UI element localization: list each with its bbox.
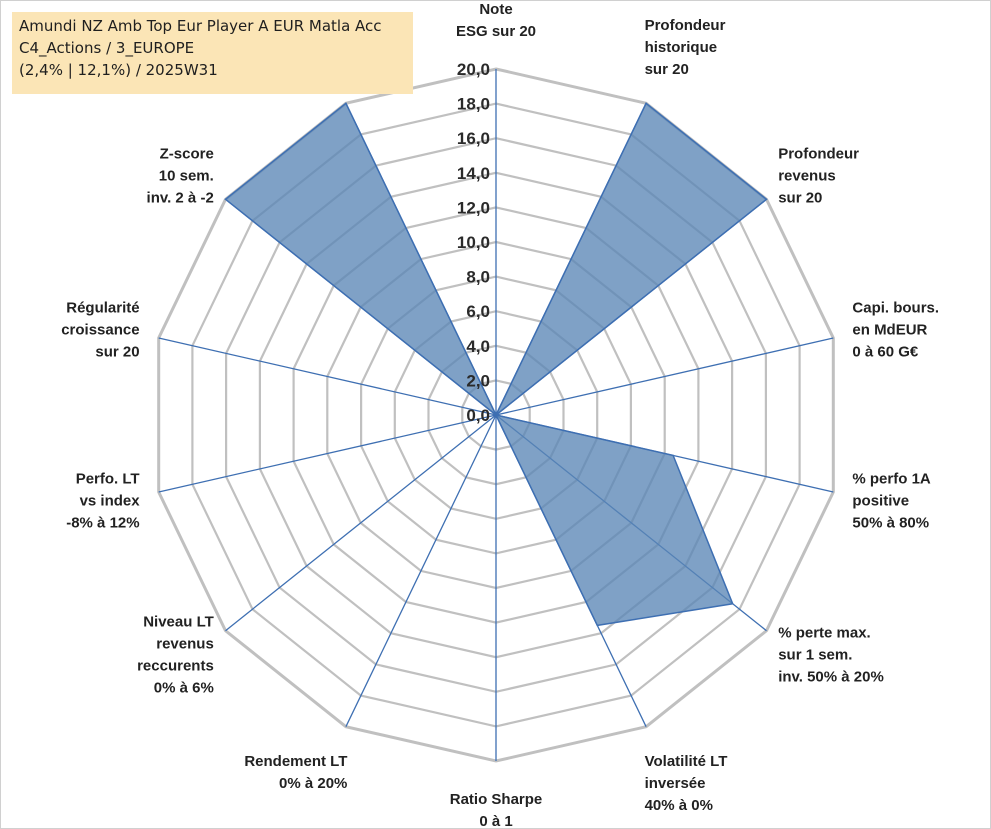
axis-label-line: -8% à 12% <box>66 514 139 531</box>
axis-label-line: % perte max. <box>778 624 871 641</box>
axis-label-line: Régularité <box>66 300 139 317</box>
tick-label: 8,0 <box>466 268 490 287</box>
axis-spoke <box>225 414 497 632</box>
axis-label-line: 10 sem. <box>159 168 214 185</box>
axis-label: % perte max. sur 1 sem. inv. 50% à 20% <box>778 624 884 685</box>
axis-label-line: 0% à 6% <box>154 679 214 696</box>
axis-label-line: % perfo 1A <box>852 470 931 487</box>
axis-label: Volatilité LT inversée 40% à 0% <box>645 753 728 814</box>
axis-spoke <box>158 337 497 416</box>
title-fund-name: Amundi NZ Amb Top Eur Player A EUR Matla… <box>19 17 382 35</box>
axis-label-line: Profondeur <box>778 146 859 163</box>
axis-label-line: Z-score <box>160 146 214 163</box>
tick-label: 6,0 <box>466 302 490 321</box>
tick-label: 10,0 <box>457 233 490 252</box>
axis-label: Ratio Sharpe 0 à 1 <box>450 791 543 829</box>
axis-label-line: Rendement LT <box>244 753 347 770</box>
tick-label: 4,0 <box>466 337 490 356</box>
axis-label-line: positive <box>852 492 909 509</box>
axis-label-line: 50% à 80% <box>852 514 929 531</box>
axis-label-line: Perfo. LT <box>76 470 140 487</box>
axis-label: Niveau LT revenus reccurents 0% à 6% <box>137 613 214 696</box>
axis-label-line: inversée <box>645 775 706 792</box>
axis-label-line: revenus <box>156 635 214 652</box>
radar-series <box>224 102 768 627</box>
axis-spoke <box>345 414 497 727</box>
axis-label-line: Profondeur <box>645 17 726 34</box>
title-category: C4_Actions / 3_EUROPE <box>19 39 195 57</box>
axis-label-line: revenus <box>778 168 836 185</box>
axis-label-line: vs index <box>80 492 141 509</box>
tick-label: 16,0 <box>457 129 490 148</box>
axis-label: Régularité croissance sur 20 <box>61 300 139 361</box>
axis-label: Note ESG sur 20 <box>456 1 536 40</box>
axis-label-line: ESG sur 20 <box>456 23 536 40</box>
axis-label-line: sur 20 <box>778 190 822 207</box>
tick-label: 20,0 <box>457 60 490 79</box>
radial-tick-labels: 0,0 2,0 4,0 6,0 8,0 10,0 12,0 14,0 16,0 18,0 20,0 <box>457 60 490 425</box>
tick-label: 18,0 <box>457 95 490 114</box>
axis-label-line: sur 20 <box>645 61 689 78</box>
axis-label-line: Ratio Sharpe <box>450 791 543 808</box>
axis-spoke <box>158 414 497 493</box>
axis-label: Z-score 10 sem. inv. 2 à -2 <box>147 146 214 207</box>
tick-label: 12,0 <box>457 198 490 217</box>
axis-label-line: 0% à 20% <box>279 775 347 792</box>
axis-label-line: Note <box>479 1 512 18</box>
axis-label: Perfo. LT vs index -8% à 12% <box>66 470 140 531</box>
axis-label-line: Niveau LT <box>143 613 214 630</box>
chart-title-box: Amundi NZ Amb Top Eur Player A EUR Matla… <box>12 12 413 94</box>
axis-label-line: croissance <box>61 322 139 339</box>
axis-label: Capi. bours. en MdEUR 0 à 60 G€ <box>852 300 939 361</box>
axis-label-line: 40% à 0% <box>645 797 713 814</box>
axis-label-line: Capi. bours. <box>852 300 939 317</box>
axis-label-line: reccurents <box>137 657 214 674</box>
tick-label: 0,0 <box>466 406 490 425</box>
axis-label-line: inv. 2 à -2 <box>147 190 214 207</box>
axis-label: Profondeur historique sur 20 <box>645 17 726 78</box>
title-stats: (2,4% | 12,1%) / 2025W31 <box>19 61 218 79</box>
axis-label-line: Volatilité LT <box>645 753 728 770</box>
axis-label-line: historique <box>645 39 718 56</box>
tick-label: 2,0 <box>466 371 490 390</box>
axis-label-line: sur 20 <box>95 344 139 361</box>
axis-label-line: 0 à 1 <box>479 813 512 829</box>
axis-label-line: 0 à 60 G€ <box>852 344 919 361</box>
axis-label: Profondeur revenus sur 20 <box>778 146 859 207</box>
axis-label: % perfo 1A positive 50% à 80% <box>852 470 931 531</box>
axis-label: Rendement LT 0% à 20% <box>244 753 347 792</box>
axis-label-line: inv. 50% à 20% <box>778 668 884 685</box>
tick-label: 14,0 <box>457 164 490 183</box>
axis-label-line: sur 1 sem. <box>778 646 852 663</box>
axis-spoke <box>495 337 834 416</box>
axis-label-line: en MdEUR <box>852 322 927 339</box>
